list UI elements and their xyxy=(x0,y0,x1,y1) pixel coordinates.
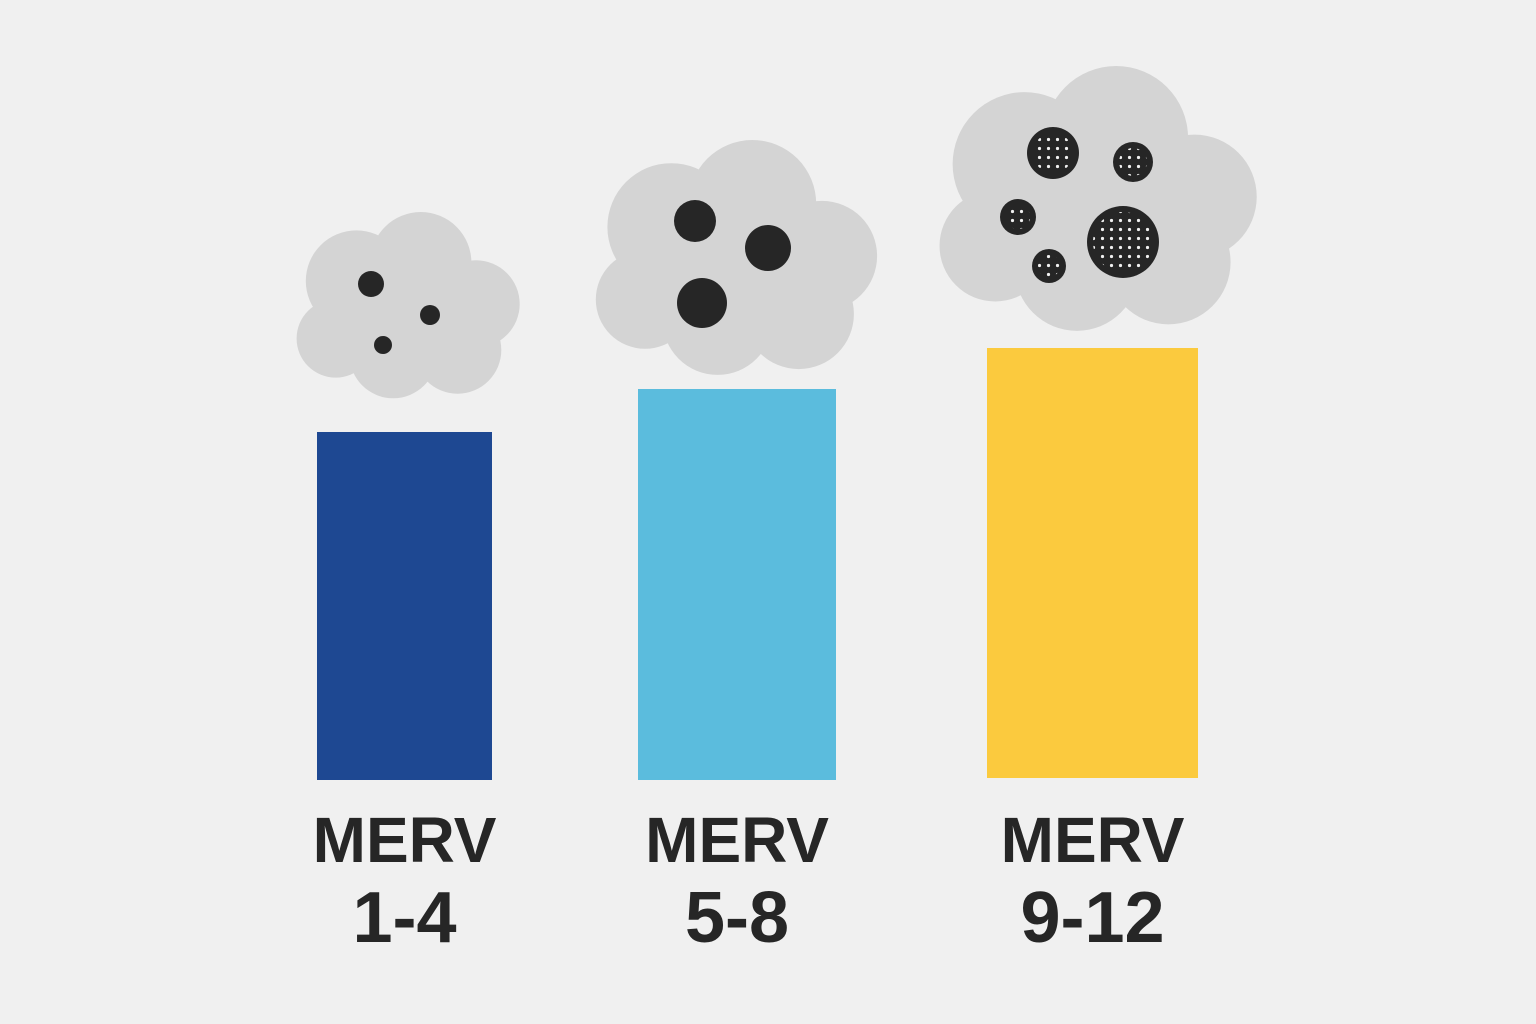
particles xyxy=(1000,127,1159,283)
bar xyxy=(638,389,836,780)
particles xyxy=(674,200,791,328)
label-range: 9-12 xyxy=(1020,878,1164,958)
label-name: MERV xyxy=(313,804,497,876)
bar xyxy=(317,432,492,780)
label-name: MERV xyxy=(645,804,829,876)
label-range: 5-8 xyxy=(685,878,789,958)
particles xyxy=(358,271,440,354)
bar xyxy=(987,348,1198,778)
label-name: MERV xyxy=(1001,804,1185,876)
label-range: 1-4 xyxy=(352,878,456,958)
